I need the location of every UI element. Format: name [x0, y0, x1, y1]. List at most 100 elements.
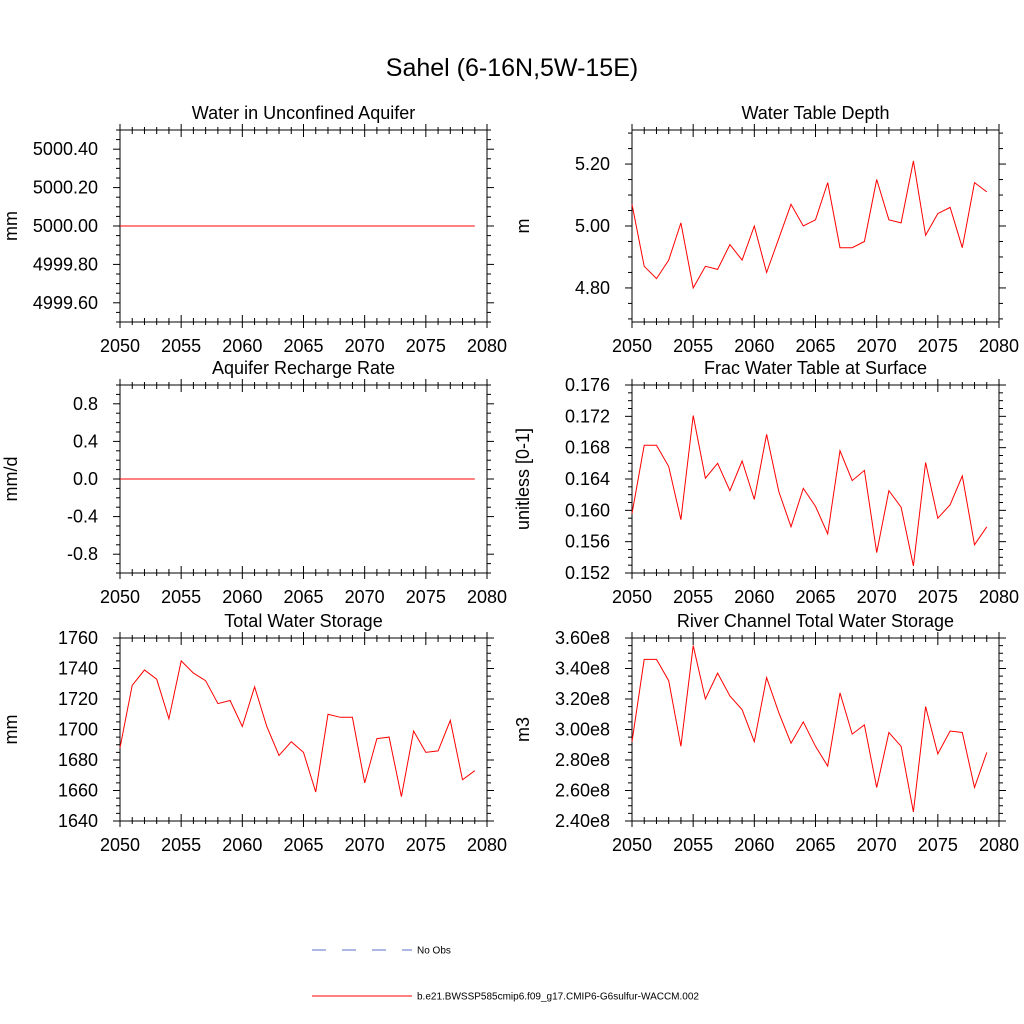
- series-line: [631, 415, 988, 567]
- plot-frame: [631, 384, 1000, 574]
- x-tick-label: 2055: [161, 336, 201, 356]
- y-tick-label: 0.164: [565, 469, 610, 489]
- chart-panel-1: Water in Unconfined Aquifer mm 2050 2055 206…: [1, 103, 507, 356]
- y-tick-label: 4.80: [575, 278, 610, 298]
- x-tick-label: 2080: [979, 587, 1019, 607]
- x-tick-label: 2050: [100, 336, 140, 356]
- y-axis-label: mm/d: [1, 457, 21, 502]
- legend-model-label: b.e21.BWSSP585cmip6.f09_g17.CMIP6-G6sulf…: [417, 992, 699, 1003]
- x-tick-label: 2060: [222, 587, 262, 607]
- y-axis-label: mm: [1, 715, 21, 745]
- y-tick-label: 5000.40: [33, 139, 98, 159]
- x-tick-label: 2075: [918, 336, 958, 356]
- x-tick-label: 2080: [467, 336, 507, 356]
- figure-title: Sahel (6-16N,5W-15E): [385, 54, 639, 82]
- x-tick-label: 2065: [283, 336, 323, 356]
- x-tick-label: 2060: [222, 336, 262, 356]
- y-tick-label: 4999.80: [33, 254, 98, 274]
- y-tick-label: 0.160: [565, 500, 610, 520]
- x-tick-label: 2080: [467, 587, 507, 607]
- x-tick-label: 2050: [612, 587, 652, 607]
- chart-panel-3: Aquifer Recharge Rate mm/d 2050 2055 2060 206…: [1, 358, 507, 607]
- panel-title: Aquifer Recharge Rate: [212, 358, 395, 378]
- x-tick-label: 2075: [406, 587, 446, 607]
- y-tick-label: 0.176: [565, 375, 610, 395]
- x-tick-label: 2055: [673, 835, 713, 855]
- x-tick-label: 2055: [673, 587, 713, 607]
- y-tick-label: 2.40e8: [555, 811, 610, 831]
- x-tick-label: 2065: [283, 835, 323, 855]
- y-tick-label: 4999.60: [33, 293, 98, 313]
- y-tick-label: 0.152: [565, 563, 610, 583]
- x-tick-label: 2080: [979, 835, 1019, 855]
- x-tick-label: 2070: [345, 835, 385, 855]
- y-tick-label: 3.00e8: [555, 720, 610, 740]
- y-tick-label: 0.0: [73, 469, 98, 489]
- y-tick-label: 1640: [58, 811, 98, 831]
- x-tick-label: 2070: [857, 336, 897, 356]
- x-tick-label: 2065: [283, 587, 323, 607]
- series-line: [119, 659, 476, 797]
- y-tick-label: 0.156: [565, 532, 610, 552]
- x-tick-label: 2060: [734, 587, 774, 607]
- y-tick-label: 5.00: [575, 216, 610, 236]
- y-axis-label: unitless [0-1]: [513, 428, 533, 530]
- x-tick-label: 2075: [918, 587, 958, 607]
- legend: No Obs b.e21.BWSSP585cmip6.f09_g17.CMIP6…: [312, 946, 699, 1003]
- x-tick-label: 2060: [734, 336, 774, 356]
- y-tick-label: 1720: [58, 689, 98, 709]
- x-tick-label: 2070: [345, 336, 385, 356]
- x-tick-label: 2065: [795, 835, 835, 855]
- x-tick-label: 2060: [222, 835, 262, 855]
- panel-title: Water in Unconfined Aquifer: [192, 103, 415, 123]
- y-tick-label: 3.20e8: [555, 689, 610, 709]
- x-tick-label: 2065: [795, 587, 835, 607]
- y-tick-label: 5000.20: [33, 178, 98, 198]
- x-tick-label: 2080: [979, 336, 1019, 356]
- panel-title: Water Table Depth: [741, 103, 889, 123]
- chart-panel-2: Water Table Depth m 2050 2055 2060 2065 2070 20…: [513, 103, 1019, 356]
- x-tick-label: 2055: [673, 336, 713, 356]
- x-tick-label: 2065: [795, 336, 835, 356]
- x-tick-label: 2070: [857, 835, 897, 855]
- y-tick-label: 5000.00: [33, 216, 98, 236]
- panel-title: Frac Water Table at Surface: [704, 358, 927, 378]
- y-tick-label: 1680: [58, 750, 98, 770]
- x-tick-label: 2050: [612, 835, 652, 855]
- x-tick-label: 2050: [612, 336, 652, 356]
- panel-title: River Channel Total Water Storage: [677, 611, 954, 631]
- series-line: [631, 160, 988, 290]
- x-tick-label: 2075: [406, 835, 446, 855]
- y-tick-label: 2.80e8: [555, 750, 610, 770]
- plot-frame: [631, 637, 1000, 822]
- x-tick-label: 2060: [734, 835, 774, 855]
- x-tick-label: 2070: [857, 587, 897, 607]
- y-tick-label: 0.4: [73, 431, 98, 451]
- x-tick-label: 2070: [345, 587, 385, 607]
- legend-obs-label: No Obs: [417, 946, 451, 957]
- y-tick-label: -0.4: [67, 507, 98, 527]
- x-tick-label: 2050: [100, 587, 140, 607]
- y-tick-label: 1700: [58, 720, 98, 740]
- y-axis-label: m: [513, 219, 533, 234]
- y-tick-label: 0.8: [73, 394, 98, 414]
- x-tick-label: 2075: [918, 835, 958, 855]
- y-tick-label: 1760: [58, 628, 98, 648]
- y-tick-label: -0.8: [67, 544, 98, 564]
- y-tick-label: 1660: [58, 781, 98, 801]
- y-axis-label: mm: [1, 211, 21, 241]
- x-tick-label: 2050: [100, 835, 140, 855]
- y-tick-label: 3.60e8: [555, 628, 610, 648]
- chart-panel-5: Total Water Storage mm 2050 2055 2060 2065 207…: [1, 611, 507, 855]
- plot-frame: [631, 129, 1000, 323]
- y-axis-label: m3: [513, 717, 533, 742]
- chart-panel-4: Frac Water Table at Surface unitless [0-1…: [513, 358, 1019, 607]
- y-tick-label: 3.40e8: [555, 659, 610, 679]
- y-tick-label: 2.60e8: [555, 781, 610, 801]
- x-tick-label: 2055: [161, 587, 201, 607]
- y-tick-label: 1740: [58, 659, 98, 679]
- x-tick-label: 2055: [161, 835, 201, 855]
- y-tick-label: 0.172: [565, 406, 610, 426]
